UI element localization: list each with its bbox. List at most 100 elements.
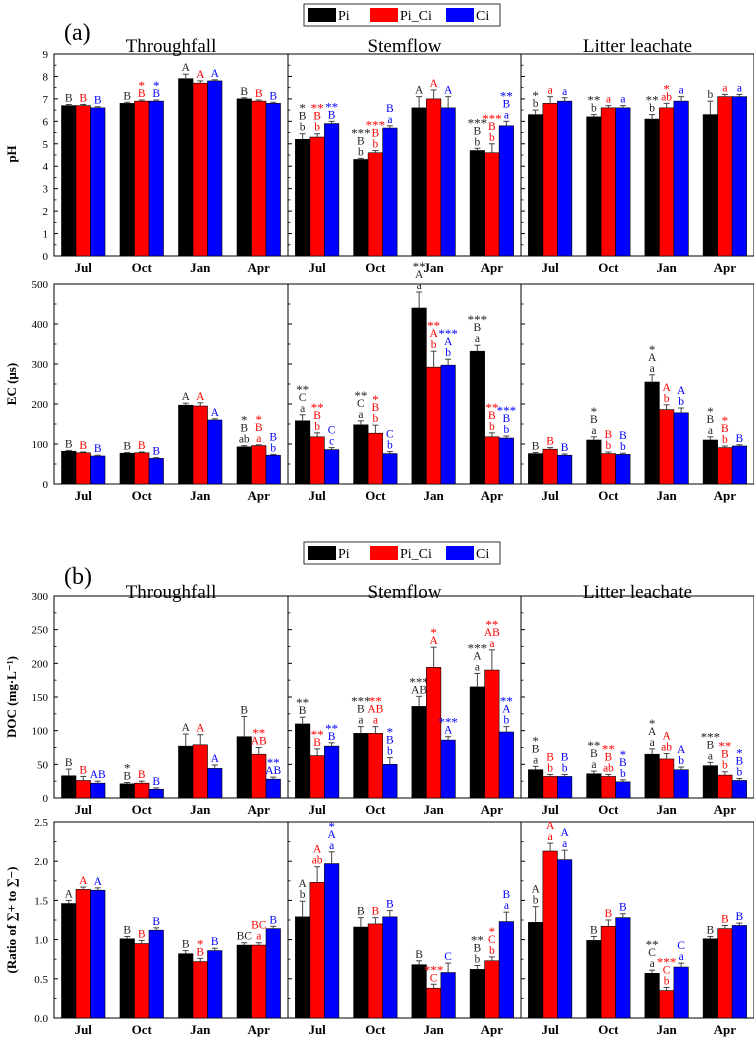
bar-Ci xyxy=(440,107,456,257)
significance-label: a xyxy=(475,661,480,673)
significance-label: A xyxy=(546,820,555,832)
bar-Pi_Ci xyxy=(367,923,383,1019)
significance-label: b xyxy=(270,442,276,454)
significance-label: ** xyxy=(500,88,513,103)
bar-Pi xyxy=(236,98,252,257)
significance-label: B xyxy=(590,414,598,426)
significance-label: B xyxy=(386,899,394,911)
y-axis-label: (Ratio of ∑+ to ∑−) xyxy=(4,867,19,974)
significance-label: a xyxy=(650,363,655,375)
y-tick-label: 7 xyxy=(43,94,49,106)
significance-label: C xyxy=(648,947,656,959)
significance-label: B xyxy=(196,946,204,958)
bar-Pi xyxy=(411,307,427,485)
significance-label: *** xyxy=(438,326,458,341)
significance-label: B xyxy=(94,443,102,455)
bar-Pi_Ci xyxy=(659,990,675,1019)
significance-label: ** xyxy=(296,695,309,710)
column-title: Throughfall xyxy=(126,36,217,57)
x-tick-label: Oct xyxy=(365,1022,386,1037)
significance-label: B xyxy=(532,440,540,452)
significance-label: a xyxy=(548,831,553,843)
significance-label: a xyxy=(708,750,713,762)
significance-label: ab xyxy=(661,742,672,754)
bar-Pi_Ci xyxy=(426,98,442,257)
y-tick-label: 2.5 xyxy=(34,817,48,829)
y-tick-label: 200 xyxy=(32,399,49,411)
significance-label: C xyxy=(430,972,438,984)
significance-label: B xyxy=(152,446,160,458)
significance-label: B xyxy=(372,906,380,918)
significance-label: b xyxy=(489,945,495,957)
significance-label: b xyxy=(722,434,728,446)
bar-Ci xyxy=(324,123,340,257)
legend-swatch-Pi xyxy=(308,546,336,560)
significance-label: B xyxy=(357,704,365,716)
bar-Ci xyxy=(731,445,747,485)
bar-Ci xyxy=(673,100,689,257)
significance-label: b xyxy=(533,98,539,110)
x-tick-label: Apr xyxy=(248,1022,271,1037)
bar-Pi xyxy=(178,953,194,1019)
bar-Ci xyxy=(498,125,514,257)
bar-Pi xyxy=(119,938,135,1019)
bar-Pi xyxy=(702,938,718,1019)
bar-Pi_Ci xyxy=(600,925,616,1019)
significance-label: A xyxy=(415,269,424,281)
bar-Pi xyxy=(528,114,544,257)
significance-label: B xyxy=(503,413,511,425)
significance-label: A xyxy=(502,704,511,716)
significance-label: *** xyxy=(657,954,677,969)
x-tick-label: Oct xyxy=(598,260,619,275)
bar-Pi_Ci xyxy=(134,100,150,257)
significance-label: b xyxy=(300,889,306,901)
significance-label: a xyxy=(300,403,305,415)
significance-label: A xyxy=(444,336,453,348)
significance-label: B xyxy=(736,911,744,923)
bar-Ci xyxy=(90,455,106,485)
x-tick-label: Oct xyxy=(598,488,619,503)
bar-Pi_Ci xyxy=(484,436,500,485)
x-tick-label: Apr xyxy=(248,260,271,275)
bar-Pi xyxy=(469,686,485,799)
significance-label: B xyxy=(269,914,277,926)
significance-label: B xyxy=(255,422,263,434)
significance-label: B xyxy=(721,913,729,925)
significance-label: a xyxy=(591,425,596,437)
bar-Pi xyxy=(295,138,311,257)
significance-label: B xyxy=(474,322,482,334)
significance-label: b xyxy=(664,975,670,987)
bar-Pi_Ci xyxy=(717,96,733,257)
bar-Pi xyxy=(469,150,485,257)
legend-label-Pi: Pi xyxy=(338,547,350,562)
bar-Pi_Ci xyxy=(134,452,150,485)
significance-label: B xyxy=(240,423,248,435)
bar-Pi xyxy=(178,78,194,257)
x-tick-label: Jan xyxy=(424,1022,445,1037)
bar-Ci xyxy=(382,453,398,485)
significance-label: * xyxy=(124,761,131,776)
column-title: Stemflow xyxy=(368,36,442,57)
significance-label: B xyxy=(240,705,248,717)
significance-label: ** xyxy=(296,382,309,397)
significance-label: B xyxy=(328,731,336,743)
bar-Pi xyxy=(353,159,369,257)
x-tick-label: Jul xyxy=(308,1022,326,1037)
significance-label: ** xyxy=(311,727,324,742)
significance-label: B xyxy=(269,431,277,443)
significance-label: B xyxy=(590,924,598,936)
bar-Ci xyxy=(498,437,514,485)
y-axis-label: EC (μs) xyxy=(4,363,19,405)
bar-Ci xyxy=(731,925,747,1019)
significance-label: a xyxy=(548,85,553,97)
significance-label: * xyxy=(532,88,539,103)
significance-label: *** xyxy=(497,403,517,418)
significance-label: A xyxy=(298,878,307,890)
significance-label: b xyxy=(504,424,510,436)
bar-Pi_Ci xyxy=(367,432,383,485)
significance-label: * xyxy=(591,404,598,419)
significance-label: ** xyxy=(602,741,615,756)
significance-label: A xyxy=(211,407,220,419)
significance-label: b xyxy=(678,396,684,408)
significance-label: B xyxy=(736,755,744,767)
